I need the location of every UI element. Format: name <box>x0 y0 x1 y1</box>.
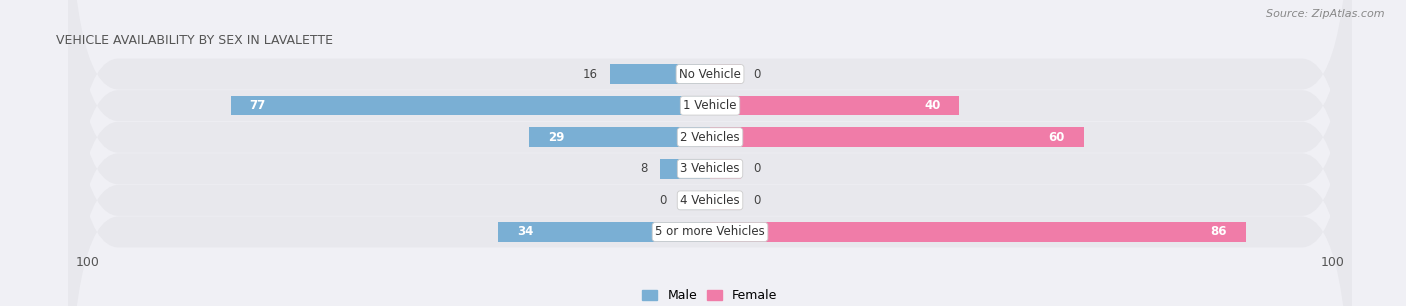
Bar <box>710 96 959 115</box>
Text: 34: 34 <box>517 226 533 238</box>
Bar <box>498 222 710 242</box>
Text: 86: 86 <box>1211 226 1227 238</box>
Text: Source: ZipAtlas.com: Source: ZipAtlas.com <box>1267 9 1385 19</box>
FancyBboxPatch shape <box>69 0 1351 306</box>
Text: 29: 29 <box>548 131 565 144</box>
Text: 5 or more Vehicles: 5 or more Vehicles <box>655 226 765 238</box>
Text: 3 Vehicles: 3 Vehicles <box>681 162 740 175</box>
FancyBboxPatch shape <box>69 0 1351 306</box>
Text: 0: 0 <box>754 68 761 80</box>
Bar <box>710 127 1084 147</box>
Text: 2 Vehicles: 2 Vehicles <box>681 131 740 144</box>
Bar <box>710 159 741 179</box>
Text: 8: 8 <box>640 162 648 175</box>
Text: No Vehicle: No Vehicle <box>679 68 741 80</box>
Bar <box>530 127 710 147</box>
Bar <box>710 191 741 210</box>
Text: VEHICLE AVAILABILITY BY SEX IN LAVALETTE: VEHICLE AVAILABILITY BY SEX IN LAVALETTE <box>56 34 333 47</box>
Legend: Male, Female: Male, Female <box>637 284 783 306</box>
Text: 1 Vehicle: 1 Vehicle <box>683 99 737 112</box>
FancyBboxPatch shape <box>69 0 1351 306</box>
Bar <box>710 222 1246 242</box>
Bar <box>661 159 710 179</box>
Text: 0: 0 <box>754 162 761 175</box>
Bar <box>231 96 710 115</box>
Bar <box>679 191 710 210</box>
Bar <box>610 64 710 84</box>
Text: 60: 60 <box>1049 131 1064 144</box>
Text: 0: 0 <box>754 194 761 207</box>
Bar <box>710 64 741 84</box>
Text: 77: 77 <box>249 99 266 112</box>
FancyBboxPatch shape <box>69 0 1351 306</box>
Text: 0: 0 <box>659 194 666 207</box>
FancyBboxPatch shape <box>69 0 1351 306</box>
Text: 40: 40 <box>924 99 941 112</box>
Text: 16: 16 <box>583 68 598 80</box>
FancyBboxPatch shape <box>69 0 1351 306</box>
Text: 4 Vehicles: 4 Vehicles <box>681 194 740 207</box>
